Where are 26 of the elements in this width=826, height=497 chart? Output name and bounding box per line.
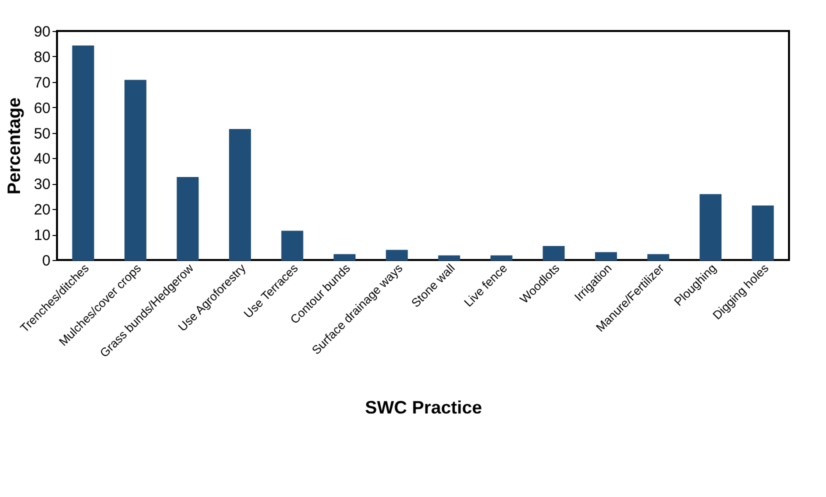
y-tick-label: 0 [42,252,50,270]
bar [124,80,146,260]
bar [595,252,617,260]
y-tick-label: 80 [34,48,50,66]
bar [752,206,774,260]
y-axis-title: Percentage [4,97,24,195]
y-tick-label: 60 [34,100,50,117]
bar [490,255,512,260]
y-tick-label: 90 [34,24,50,40]
bar [72,46,94,260]
bar [700,194,722,260]
y-tick-label: 10 [34,227,50,244]
bar [438,255,460,260]
y-tick-label: 70 [34,74,50,92]
y-tick-label: 50 [34,125,50,142]
x-axis-title: SWC Practice [364,397,482,418]
bar [647,254,670,260]
y-tick-label: 40 [34,150,50,168]
bar [334,254,356,260]
bar [229,128,251,260]
bar [281,230,304,260]
y-tick-label: 30 [34,176,50,194]
bar [542,246,565,260]
y-tick-label: 20 [34,202,50,219]
bar [176,177,199,260]
bar [386,250,408,260]
